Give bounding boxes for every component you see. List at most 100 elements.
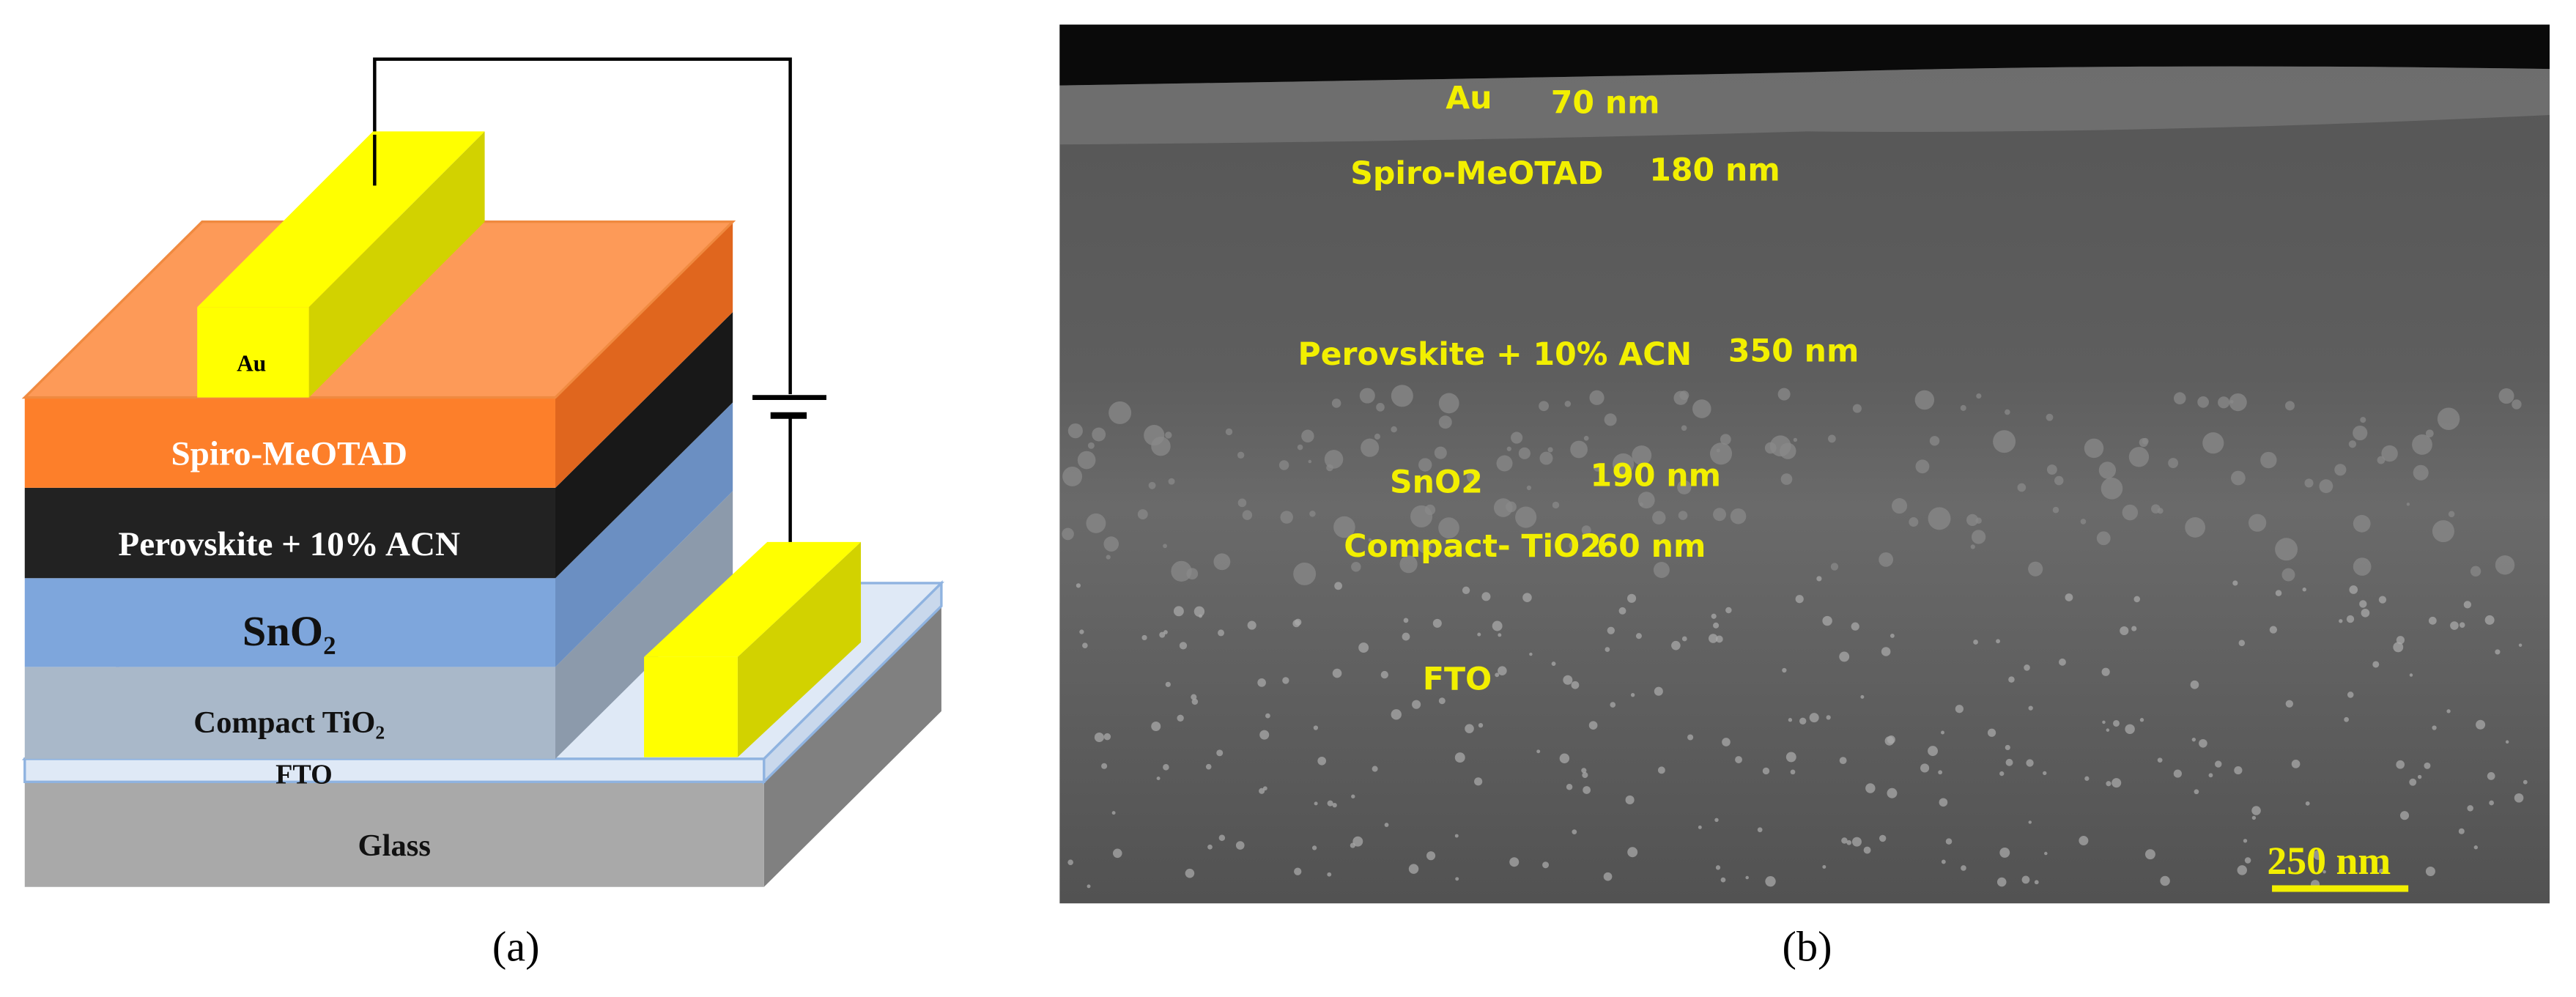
sem-grain: [2432, 520, 2454, 543]
sem-grain: [1938, 770, 1943, 775]
sem-grain: [1432, 618, 1442, 628]
sem-grain: [2487, 772, 2495, 780]
sem-grain: [1714, 818, 1719, 822]
sem-grain: [2160, 875, 2170, 886]
sem-grain: [1928, 507, 1951, 530]
sem-grain: [1067, 423, 1083, 439]
sem-grain: [1106, 555, 1111, 560]
layer-label: Compact TiO₂: [193, 705, 385, 740]
sem-grain: [2005, 744, 2010, 751]
sem-grain: [2458, 828, 2465, 834]
sem-grain: [1563, 675, 1573, 685]
sem-grain: [1094, 733, 1104, 743]
sem-grain: [1082, 642, 1088, 648]
sem-grain: [1079, 629, 1084, 634]
sem-grain: [2353, 557, 2372, 576]
sem-grain: [1745, 875, 1749, 880]
sem-grain: [1151, 721, 1161, 731]
sem-grain: [2139, 718, 2144, 722]
electrode-top: [644, 541, 862, 657]
annotation-label: Spiro-MeOTAD: [1350, 155, 1603, 192]
sem-grain: [1278, 460, 1289, 470]
sem-grain: [1327, 800, 1333, 807]
sem-grain: [1841, 837, 1848, 844]
sem-grain: [1438, 517, 1459, 538]
layer-side: [555, 402, 733, 667]
sem-grain: [1171, 560, 1192, 582]
sem-grain: [2495, 649, 2501, 655]
sem-grain: [1331, 399, 1341, 408]
sem-grain: [2313, 850, 2323, 860]
sem-grain: [1757, 827, 1763, 833]
sem-grain: [2028, 561, 2043, 577]
sem-grain: [1571, 681, 1580, 689]
sem-grain: [1380, 670, 1388, 679]
sem-grain: [1185, 868, 1195, 878]
sem-grain: [1715, 865, 1721, 870]
sem-grain: [2425, 866, 2435, 876]
sem-grain: [1418, 539, 1432, 554]
sem-grain: [2484, 615, 2495, 625]
sem-grain: [1863, 846, 1871, 854]
sem-grain: [2409, 673, 2413, 677]
sem-grain: [2348, 440, 2357, 448]
sem-grain: [1890, 634, 1895, 638]
annotation-thickness: 350 nm: [1728, 333, 1859, 369]
sem-grain: [1822, 864, 1826, 869]
sem-grain: [1350, 842, 1355, 848]
sem-grain: [2260, 451, 2277, 469]
sem-grain: [1235, 841, 1245, 850]
sem-grain: [2437, 407, 2460, 431]
layer-front: [24, 397, 555, 488]
sem-grain: [1062, 467, 1083, 486]
sem-grain: [1582, 772, 1588, 779]
sem-grain: [2106, 728, 2110, 732]
sem-grain: [1710, 442, 1733, 465]
sem-grain: [1816, 576, 1822, 582]
sem-grain: [1681, 425, 1687, 431]
sem-grain: [1610, 702, 1616, 708]
sem-grain: [1941, 859, 1946, 864]
sem-grain: [1496, 455, 1513, 472]
sem-grain: [1173, 606, 1184, 617]
sem-grain: [2406, 503, 2410, 506]
sem-grain: [1973, 640, 1978, 645]
layer-side: [555, 312, 733, 579]
layer-front: [24, 487, 555, 579]
sem-grain: [1780, 473, 1793, 485]
sem-grain: [1462, 586, 1470, 594]
sem-grain: [1735, 756, 1742, 763]
sem-grain: [1426, 851, 1436, 861]
sem-grain: [2285, 401, 2295, 411]
sem-grain: [1677, 480, 1692, 494]
sem-grain: [1062, 527, 1074, 541]
sem-grain: [1101, 763, 1108, 769]
sem-grain: [1692, 399, 1711, 418]
sem-grain: [1351, 562, 1361, 572]
sem-grain: [1317, 756, 1327, 766]
layer-label: FTO: [275, 760, 333, 790]
sem-grain: [1594, 463, 1602, 472]
sem-grain: [2291, 760, 2301, 768]
sem-grain: [1207, 844, 1213, 850]
sem-grain: [2173, 769, 2182, 778]
sem-grain: [1242, 510, 1253, 520]
sem-grain: [2243, 839, 2248, 843]
sem-grain: [1529, 652, 1533, 656]
sem-grain: [1996, 877, 2007, 887]
sem-grain: [1961, 865, 1966, 871]
sem-grain: [1454, 752, 1465, 763]
sem-grain: [1879, 834, 1887, 842]
sem-grain: [1552, 501, 1560, 509]
sem-grain: [1077, 451, 1096, 470]
sem-grain: [1478, 723, 1484, 728]
sem-grain: [1939, 798, 1948, 807]
sem-grain: [1639, 502, 1643, 507]
sem-grain: [1583, 786, 1591, 794]
sem-grain: [1618, 607, 1626, 615]
sem-grain: [2323, 870, 2326, 874]
sem-grain: [2122, 504, 2139, 521]
sem-grain: [2448, 511, 2455, 518]
sem-grain: [1332, 802, 1337, 808]
sem-grain: [1257, 678, 1266, 687]
